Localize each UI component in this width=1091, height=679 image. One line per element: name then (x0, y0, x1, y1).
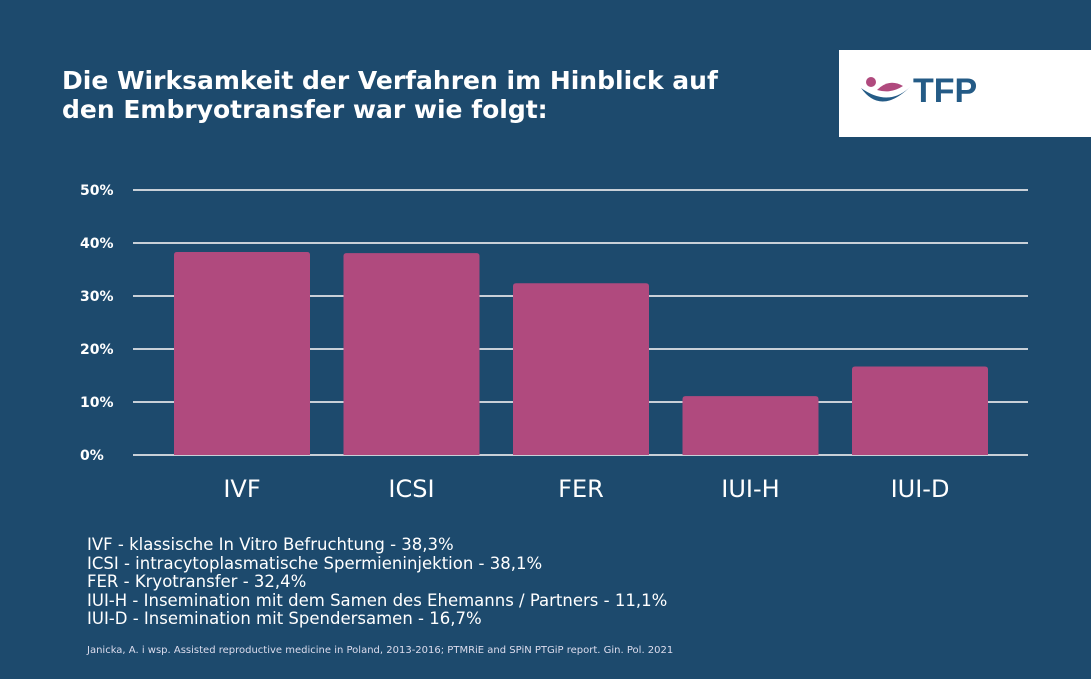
bar-fer (513, 283, 649, 455)
y-tick-label: 40% (80, 236, 114, 252)
y-tick-label: 30% (80, 289, 114, 305)
x-tick-label: IVF (223, 475, 260, 503)
bar-iui-d (852, 366, 988, 455)
y-tick-label: 10% (80, 395, 114, 411)
chart-title: Die Wirksamkeit der Verfahren im Hinblic… (62, 66, 718, 124)
legend-item: IVF - klassische In Vitro Befruchtung - … (87, 535, 454, 554)
bar-chart: 0% 10% 20% 30% 40% 50% IVF ICSI FER IUI-H IUI-D (80, 183, 1028, 503)
y-tick-label: 0% (80, 448, 104, 464)
x-tick-label: ICSI (388, 475, 434, 503)
legend-item: ICSI - intracytoplasmatische Spermieninj… (87, 553, 543, 573)
logo-icon (861, 77, 911, 102)
source-citation: Janicka, A. i wsp. Assisted reproductive… (87, 645, 674, 656)
legend-item: IUI-H - Insemination mit dem Samen des E… (87, 590, 668, 610)
y-tick-label: 20% (80, 342, 114, 358)
bar-ivf (174, 252, 310, 455)
x-tick-label: IUI-H (721, 475, 779, 503)
legend-item: FER - Kryotransfer - 32,4% (87, 572, 307, 591)
logo: TFP (839, 50, 1091, 137)
bar-iui-h (682, 396, 819, 455)
legend: IVF - klassische In Vitro Befruchtung - … (87, 535, 668, 629)
x-tick-label: IUI-D (891, 475, 950, 503)
bar-icsi (343, 253, 480, 455)
legend-item: IUI-D - Insemination mit Spendersamen - … (87, 609, 482, 628)
logo-text: TFP (913, 72, 978, 110)
y-tick-label: 50% (80, 183, 114, 199)
x-tick-label: FER (558, 475, 604, 503)
